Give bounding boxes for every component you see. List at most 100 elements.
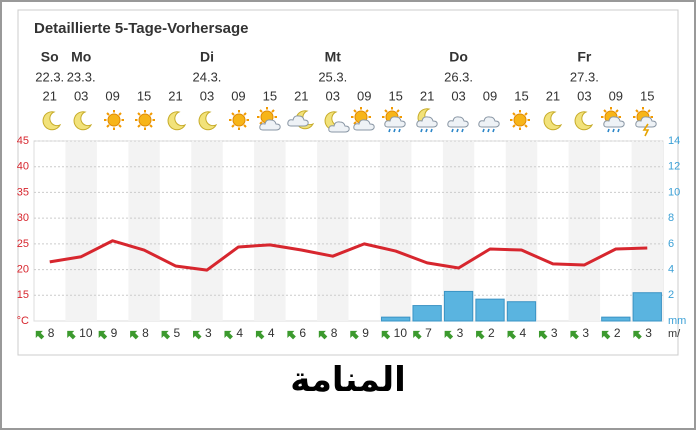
day-name: Fr — [577, 49, 592, 65]
precip-bar — [506, 301, 537, 322]
hour-label: 21 — [546, 88, 560, 103]
wind-speed: 3 — [457, 326, 464, 340]
y-tick-label: 15 — [17, 289, 29, 301]
y2-tick-label: 8 — [668, 212, 674, 224]
wind-speed: 8 — [331, 326, 338, 340]
hour-label: 03 — [577, 88, 591, 103]
column-shade — [65, 141, 97, 321]
precip-bar — [632, 292, 662, 322]
wind-arrow — [35, 330, 45, 340]
hour-label: 21 — [168, 88, 182, 103]
wind-arrow — [601, 330, 611, 340]
wind-arrow — [444, 330, 454, 340]
wind-speed: 3 — [582, 326, 589, 340]
wind-arrow — [350, 330, 359, 340]
y-tick-label: 45 — [17, 135, 29, 147]
hour-label: 15 — [640, 88, 654, 103]
date-label: 26.3. — [444, 69, 473, 84]
hour-label: 03 — [326, 88, 340, 103]
y2-tick-label: 14 — [668, 135, 680, 147]
wind-arrow — [98, 330, 108, 340]
wind-arrow — [161, 330, 171, 340]
hour-label: 03 — [451, 88, 465, 103]
wind-arrow — [476, 330, 485, 340]
day-name: Mt — [325, 49, 342, 65]
wind-speed: 3 — [551, 326, 558, 340]
plot-area — [33, 140, 664, 322]
location: المنامة — [290, 361, 406, 399]
wind-arrow — [507, 330, 517, 340]
hour-label: 21 — [42, 88, 56, 103]
wind-speed: 3 — [205, 326, 212, 340]
hour-label: 15 — [137, 88, 151, 103]
title: Detaillierte 5-Tage-Vorhersage — [34, 20, 249, 37]
y-tick-label: 25 — [17, 238, 29, 250]
wind-arrow — [570, 330, 579, 340]
wind-arrow — [130, 330, 139, 340]
day-name: Mo — [71, 49, 91, 65]
y2-tick-label: 12 — [668, 161, 680, 173]
date-label: 22.3. — [35, 69, 64, 84]
column-shade — [631, 141, 663, 321]
hour-label: 21 — [294, 88, 308, 103]
hour-label: 21 — [420, 88, 434, 103]
wind-arrow — [538, 330, 548, 340]
date-label: 24.3. — [193, 69, 222, 84]
hour-label: 15 — [263, 88, 277, 103]
y-tick-label: 40 — [17, 161, 29, 173]
hour-label: 09 — [231, 88, 245, 103]
wind-arrow — [193, 330, 202, 340]
y2-tick-label: 4 — [668, 263, 674, 275]
wind-unit: m/ — [668, 328, 681, 340]
wind-arrow — [287, 330, 296, 340]
column-shade — [505, 141, 538, 321]
wind-speed: 10 — [79, 326, 93, 340]
hour-label: 09 — [357, 88, 371, 103]
hour-label: 03 — [74, 88, 88, 103]
wind-arrow — [224, 330, 233, 340]
wind-arrow — [318, 330, 328, 340]
hour-label: 09 — [483, 88, 497, 103]
column-shade — [128, 141, 160, 321]
y2-tick-label: mm — [668, 315, 686, 327]
hour-label: 09 — [105, 88, 119, 103]
wind-arrow — [381, 330, 391, 340]
wind-speed: 9 — [362, 326, 369, 340]
wind-arrow — [67, 330, 76, 340]
day-name: Di — [200, 49, 214, 65]
wind-speed: 8 — [142, 326, 149, 340]
wind-speed: 4 — [519, 326, 526, 340]
column-shade — [191, 141, 223, 321]
precip-bar — [443, 290, 474, 322]
hour-label: 09 — [609, 88, 623, 103]
precip-bar — [601, 316, 631, 322]
day-name: Do — [449, 49, 468, 65]
precip-bar — [475, 298, 505, 322]
wind-speed: 9 — [111, 326, 118, 340]
y-tick-label: 20 — [17, 263, 29, 275]
column-shade — [254, 141, 286, 321]
y-tick-label: 30 — [17, 212, 29, 224]
date-label: 23.3. — [67, 69, 96, 84]
column-shade — [317, 141, 349, 321]
column-shade — [379, 141, 412, 321]
wind-speed: 5 — [174, 326, 181, 340]
weather-icons — [42, 106, 657, 137]
wind-speed: 3 — [645, 326, 652, 340]
wind-speed: 4 — [236, 326, 243, 340]
column-shade — [568, 141, 601, 321]
precip-bar — [412, 305, 442, 322]
wind-arrow — [413, 330, 422, 340]
hour-label: 15 — [514, 88, 528, 103]
day-name: So — [41, 49, 59, 65]
date-label: 25.3. — [318, 69, 347, 84]
temperature-line — [49, 239, 648, 272]
wind-speed: 10 — [394, 326, 408, 340]
wind-speed: 6 — [299, 326, 306, 340]
hour-label: 03 — [200, 88, 214, 103]
y-tick-label: °C — [17, 315, 29, 327]
date-label: 27.3. — [570, 69, 599, 84]
y2-tick-label: 2 — [668, 289, 674, 301]
wind-arrow — [255, 330, 265, 340]
